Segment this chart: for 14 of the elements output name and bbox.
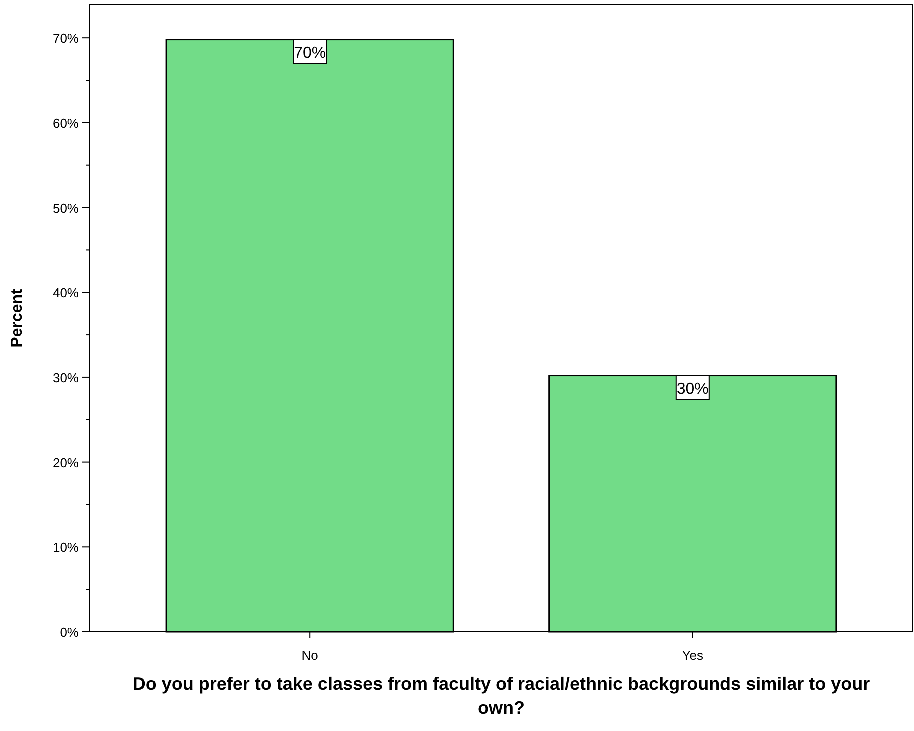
y-tick-label: 60%: [52, 116, 80, 131]
y-tick-label: 20%: [52, 455, 80, 470]
y-tick-label: 0%: [60, 625, 80, 640]
x-tick-label: Yes: [682, 648, 704, 663]
y-tick-label: 30%: [52, 370, 80, 386]
y-tick-label: 40%: [52, 286, 80, 301]
y-axis-title: Percent: [9, 288, 26, 348]
y-tick-label: 70%: [52, 31, 80, 46]
x-axis-title: Do you prefer to take classes from faculty of racial/ethnic backgrounds similar to your own?: [132, 673, 872, 720]
data-label: 30%: [676, 380, 709, 398]
x-tick-label: No: [302, 648, 318, 663]
y-tick-label: 50%: [52, 200, 80, 216]
y-tick-label: 10%: [52, 540, 80, 556]
data-label: 70%: [294, 44, 326, 62]
